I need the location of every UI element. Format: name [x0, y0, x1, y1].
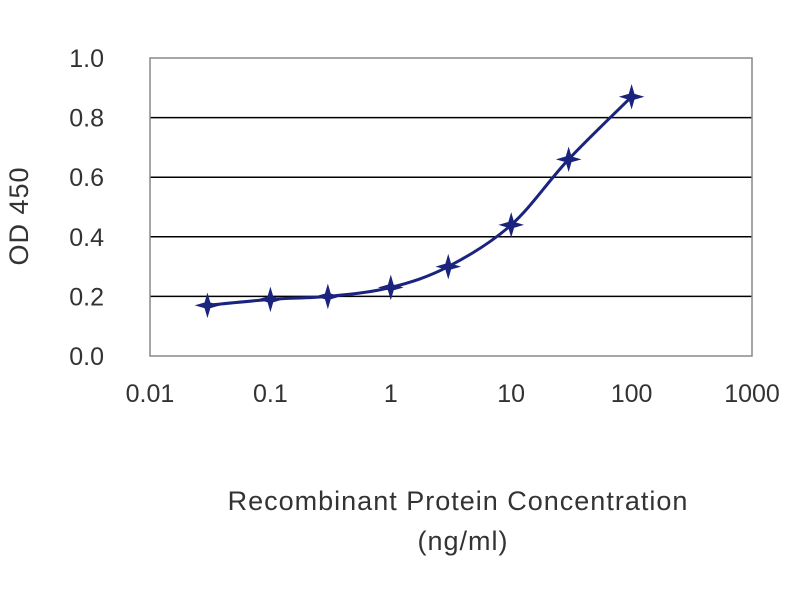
x-axis-tick-labels: 0.01 0.1 1 10 100 1000: [126, 380, 780, 408]
data-point-marker: [498, 212, 524, 238]
data-point-marker: [618, 83, 645, 110]
data-point-marker: [435, 253, 462, 280]
x-tick-label: 0.01: [126, 380, 175, 408]
data-point-marker: [555, 146, 582, 173]
x-tick-label: 0.1: [253, 380, 288, 408]
data-point-marker: [378, 274, 404, 301]
series-line: [207, 95, 633, 307]
plot-area-border: [149, 57, 753, 357]
y-tick-label: 0.2: [69, 283, 104, 311]
x-tick-label: 100: [611, 380, 653, 408]
y-tick-label: 0.6: [69, 164, 104, 192]
data-point-marker: [315, 283, 341, 310]
x-tick-label: 1000: [724, 380, 780, 408]
x-axis-title: Recombinant Protein Concentration: [228, 486, 689, 516]
grid-lines: [150, 116, 752, 298]
data-point-marker: [257, 286, 284, 313]
y-tick-label: 0.4: [69, 224, 104, 252]
y-axis-title: OD 450: [4, 166, 34, 265]
x-axis-unit: (ng/ml): [417, 526, 508, 556]
y-axis-tick-labels: 0.0 0.2 0.4 0.6 0.8 1.0: [69, 45, 104, 371]
data-point-marker: [194, 292, 221, 319]
data-point-markers: [194, 83, 645, 319]
y-tick-label: 0.8: [69, 105, 104, 133]
y-tick-label: 0.0: [69, 343, 104, 371]
y-tick-label: 1.0: [69, 45, 104, 73]
x-tick-label: 1: [384, 380, 398, 408]
x-tick-label: 10: [497, 380, 525, 408]
